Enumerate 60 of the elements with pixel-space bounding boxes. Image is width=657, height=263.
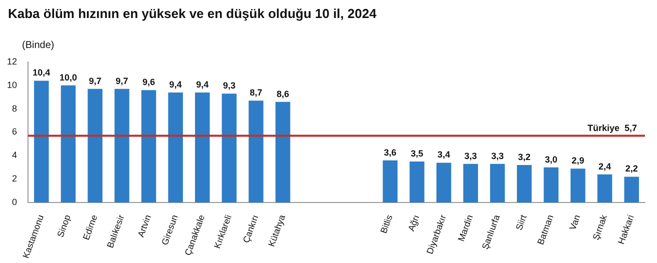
x-tick-label: Çankırı	[240, 213, 260, 244]
chart-title: Kaba ölüm hızının en yüksek ve en düşük olduğu 10 il, 2024	[8, 6, 376, 21]
y-tick-label: 0	[12, 197, 18, 208]
y-axis-title: (Binde)	[22, 40, 54, 51]
y-tick-label: 12	[6, 56, 18, 66]
data-label: 9,3	[222, 80, 236, 91]
data-label: 2,9	[572, 156, 584, 166]
y-tick-label: 4	[12, 150, 18, 160]
bar	[248, 100, 264, 203]
bar	[597, 174, 612, 203]
data-label: 9,7	[88, 76, 102, 86]
data-label: 10,0	[59, 72, 78, 82]
data-label: 9,4	[196, 79, 209, 90]
bar	[222, 94, 237, 203]
bar	[114, 88, 130, 203]
data-label: 3,6	[384, 147, 396, 158]
bar	[60, 85, 76, 203]
bar	[490, 164, 505, 203]
bar	[88, 88, 102, 203]
bar	[141, 90, 156, 203]
y-tick-label: 10	[6, 80, 18, 90]
bar	[382, 160, 398, 203]
x-tick-label: Mardin	[456, 213, 475, 243]
data-label: 3,4	[438, 150, 450, 160]
bar	[570, 168, 586, 203]
bar	[195, 92, 210, 203]
x-tick-label: Siirt	[514, 213, 529, 232]
bar	[463, 164, 478, 203]
data-label: 3,3	[491, 150, 504, 161]
bar	[544, 167, 558, 203]
x-tick-label: Bitlis	[378, 213, 395, 235]
data-label: 3,0	[544, 154, 558, 164]
data-label: 3,2	[518, 152, 531, 162]
x-tick-label: Edirne	[81, 213, 100, 242]
y-tick-label: 2	[12, 174, 18, 184]
data-label: 3,5	[410, 148, 424, 159]
data-label: 2,4	[598, 161, 612, 172]
y-tick-label: 6	[12, 126, 18, 137]
x-tick-label: Sinop	[55, 213, 72, 239]
data-label: 8,6	[276, 88, 290, 99]
bar	[275, 102, 290, 203]
data-label: 3,3	[464, 150, 477, 161]
data-label: 9,6	[142, 77, 155, 88]
x-tick-label: Şırnak	[590, 213, 610, 242]
bar	[516, 165, 532, 203]
ref-line-label: Türkiye 5,7	[587, 122, 637, 133]
data-label: 10,4	[32, 68, 50, 78]
x-tick-label: Artvin	[136, 213, 153, 238]
data-label: 2,2	[625, 164, 638, 174]
bar	[34, 80, 49, 203]
bar	[410, 162, 424, 203]
bar	[168, 92, 183, 203]
x-tick-label: Van	[568, 213, 582, 232]
bar	[624, 176, 639, 203]
data-label: 9,7	[116, 76, 128, 86]
y-tick-label: 8	[12, 103, 18, 114]
data-label: 8,7	[250, 88, 262, 98]
x-tick-label: Ağrı	[406, 213, 422, 232]
bar	[436, 162, 452, 203]
data-label: 9,4	[169, 79, 182, 90]
